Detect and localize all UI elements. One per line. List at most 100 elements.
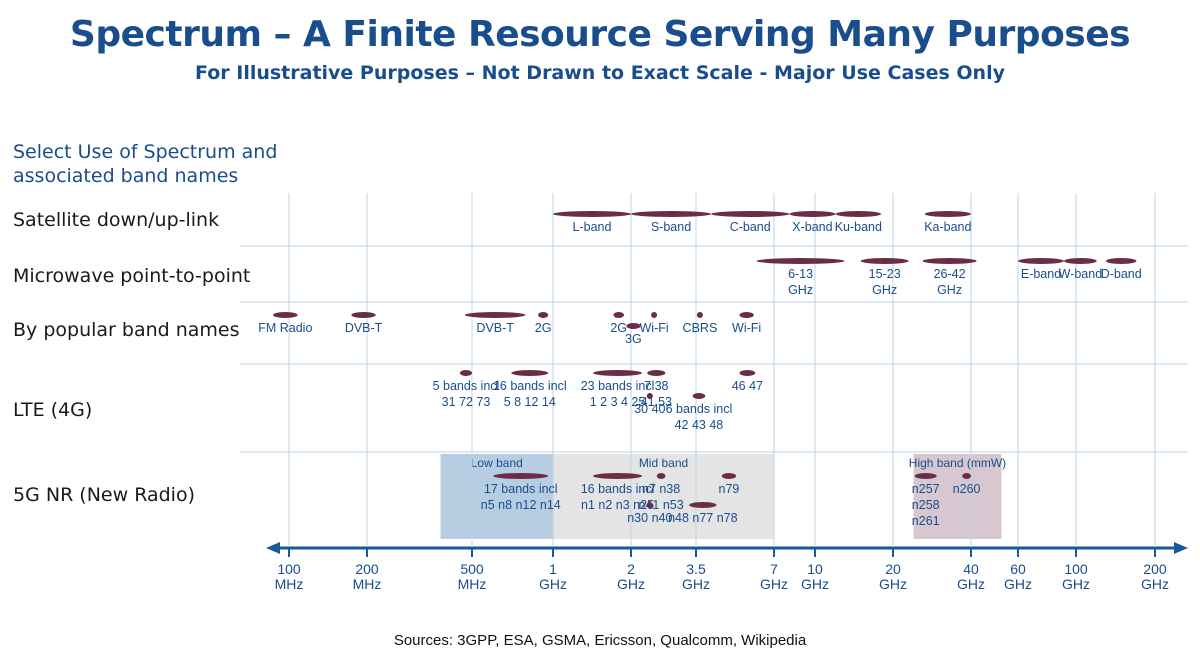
band-region [440, 454, 553, 539]
axis-tick-unit: GHz [1004, 576, 1032, 592]
band-region-label: Mid band [639, 456, 688, 470]
axis-tick-unit: GHz [879, 576, 907, 592]
band-ellipse [711, 211, 790, 217]
band-label: 30 40 [634, 402, 665, 416]
axis-tick-label: 100 [277, 561, 301, 577]
band-ellipse [647, 370, 666, 376]
band-ellipse [273, 312, 298, 318]
row-heading-line: Select Use of Spectrum and [13, 141, 278, 163]
band-label: C-band [730, 220, 771, 234]
band-label: 15-23 [869, 267, 901, 281]
row-label-lte: LTE (4G) [13, 399, 93, 421]
band-label: n260 [953, 482, 981, 496]
axis-tick-unit: GHz [760, 576, 788, 592]
band-label: W-band [1059, 267, 1103, 281]
band-label: 46 47 [732, 379, 763, 393]
band-label: n5 n8 n12 n14 [481, 498, 561, 512]
band-ellipse [689, 502, 717, 508]
axis-tick-label: 200 [1143, 561, 1167, 577]
band-label: Ka-band [924, 220, 971, 234]
band-label: 1 2 3 4 25 [590, 395, 646, 409]
axis-tick-label: 60 [1010, 561, 1026, 577]
band-ellipse [789, 211, 836, 217]
band-label: 6 bands incl [666, 402, 733, 416]
band-label: 7 38 [644, 379, 668, 393]
band-ellipse [692, 393, 706, 399]
axis-tick-unit: GHz [801, 576, 829, 592]
row-label-popular: By popular band names [13, 319, 240, 341]
band-label: Ku-band [835, 220, 882, 234]
band-label: CBRS [683, 321, 718, 335]
axis-tick-label: 10 [807, 561, 823, 577]
band-ellipse [613, 312, 625, 318]
band-ellipse [646, 502, 653, 508]
band-region-label: Low band [471, 456, 523, 470]
band-ellipse [739, 312, 754, 318]
band-label: 2G [535, 321, 552, 335]
axis-tick-unit: GHz [1141, 576, 1169, 592]
band-label: Wi-Fi [732, 321, 761, 335]
band-label: 16 bands incl [493, 379, 567, 393]
band-label: L-band [573, 220, 612, 234]
band-region-label: High band (mmW) [909, 456, 1006, 470]
band-ellipse [464, 312, 526, 318]
band-label: 17 bands incl [484, 482, 558, 496]
axis-tick-label: 1 [549, 561, 557, 577]
band-label: DVB-T [476, 321, 514, 335]
axis-tick-unit: MHz [353, 576, 382, 592]
band-region [553, 454, 774, 539]
band-label: n30 n40 [627, 511, 672, 525]
band-label: n261 [912, 514, 940, 528]
band-label: 5 8 12 14 [504, 395, 556, 409]
axis-tick-unit: MHz [275, 576, 304, 592]
band-ellipse [651, 312, 658, 318]
axis-tick-unit: MHz [458, 576, 487, 592]
axis-tick-unit: GHz [1062, 576, 1090, 592]
band-label: n7 n38 [642, 482, 680, 496]
axis-tick-unit: GHz [617, 576, 645, 592]
band-ellipse [739, 370, 756, 376]
band-label: n48 n77 n78 [668, 511, 738, 525]
band-ellipse [756, 258, 845, 264]
band-ellipse [860, 258, 909, 264]
band-label: n41 n53 [638, 498, 683, 512]
band-label: X-band [792, 220, 832, 234]
band-ellipse [631, 211, 712, 217]
axis-tick-label: 20 [885, 561, 901, 577]
axis-tick-label: 40 [963, 561, 979, 577]
band-label: n257 [912, 482, 940, 496]
band-label: 42 43 48 [675, 418, 724, 432]
band-ellipse [626, 323, 641, 329]
band-ellipse [351, 312, 376, 318]
band-label: 31 72 73 [442, 395, 491, 409]
band-label: 6-13 [788, 267, 813, 281]
axis-tick-label: 200 [355, 561, 379, 577]
band-ellipse [696, 312, 703, 318]
page-subtitle: For Illustrative Purposes – Not Drawn to… [195, 62, 1005, 84]
band-ellipse [459, 370, 472, 376]
band-ellipse [1017, 258, 1065, 264]
axis-tick-unit: GHz [682, 576, 710, 592]
band-label: GHz [937, 283, 962, 297]
band-label: FM Radio [258, 321, 312, 335]
band-ellipse [721, 473, 737, 479]
axis-tick-label: 100 [1064, 561, 1088, 577]
band-label: n258 [912, 498, 940, 512]
band-label: S-band [651, 220, 691, 234]
band-ellipse [962, 473, 971, 479]
band-ellipse [914, 473, 937, 479]
band-ellipse [924, 211, 971, 217]
axis-arrow-right-icon [1174, 542, 1188, 554]
row-label-microwave: Microwave point-to-point [13, 265, 251, 287]
axis-tick-label: 7 [770, 561, 778, 577]
row-heading-line: associated band names [13, 165, 239, 187]
band-label: D-band [1101, 267, 1142, 281]
axis-tick-label: 500 [460, 561, 484, 577]
band-ellipse [656, 473, 666, 479]
axis-tick-unit: GHz [539, 576, 567, 592]
axis-tick-unit: GHz [957, 576, 985, 592]
band-ellipse [646, 393, 653, 399]
spectrum-chart: Low band Mid band High band (mmW)100MHz200… [240, 193, 1188, 592]
band-ellipse [922, 258, 977, 264]
band-label: 2G [610, 321, 627, 335]
